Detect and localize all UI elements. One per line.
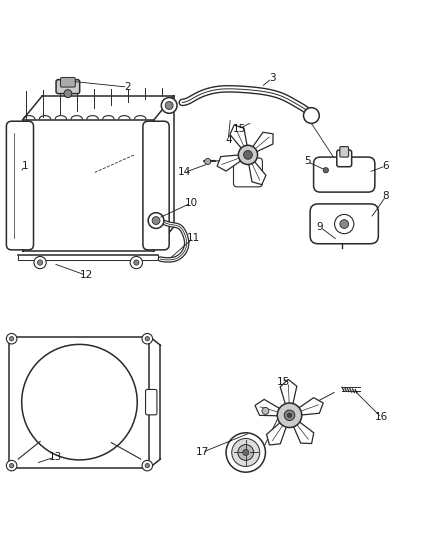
- Circle shape: [64, 90, 72, 98]
- Circle shape: [287, 413, 291, 417]
- Polygon shape: [217, 155, 245, 171]
- Text: 15: 15: [276, 377, 289, 387]
- Circle shape: [243, 150, 252, 159]
- Circle shape: [161, 98, 177, 114]
- FancyBboxPatch shape: [336, 150, 351, 167]
- FancyBboxPatch shape: [60, 77, 75, 87]
- Circle shape: [237, 445, 253, 461]
- Text: 9: 9: [316, 222, 323, 232]
- Circle shape: [261, 407, 268, 415]
- Circle shape: [152, 216, 159, 224]
- FancyBboxPatch shape: [309, 204, 378, 244]
- Circle shape: [242, 449, 248, 456]
- Circle shape: [142, 334, 152, 344]
- Polygon shape: [247, 157, 265, 184]
- FancyBboxPatch shape: [7, 121, 33, 250]
- Polygon shape: [290, 417, 313, 443]
- Circle shape: [134, 260, 139, 265]
- Text: 4: 4: [224, 135, 231, 144]
- Circle shape: [277, 403, 301, 427]
- Text: 12: 12: [79, 270, 92, 280]
- Circle shape: [145, 336, 149, 341]
- Text: 2: 2: [124, 82, 131, 92]
- Text: 8: 8: [381, 191, 388, 201]
- Text: 15: 15: [232, 124, 245, 134]
- Text: 16: 16: [374, 413, 387, 423]
- FancyBboxPatch shape: [233, 158, 262, 187]
- Circle shape: [231, 439, 259, 466]
- Circle shape: [130, 256, 142, 269]
- Text: 3: 3: [268, 74, 275, 83]
- Polygon shape: [279, 379, 296, 412]
- Circle shape: [303, 108, 318, 124]
- Text: 5: 5: [303, 157, 310, 166]
- Polygon shape: [249, 132, 272, 154]
- Circle shape: [145, 463, 149, 468]
- Text: 14: 14: [177, 167, 191, 177]
- Circle shape: [165, 101, 173, 109]
- Circle shape: [148, 213, 163, 229]
- Circle shape: [34, 256, 46, 269]
- Circle shape: [7, 334, 17, 344]
- Polygon shape: [230, 125, 247, 153]
- Circle shape: [284, 410, 294, 421]
- Text: 10: 10: [184, 198, 197, 208]
- FancyBboxPatch shape: [313, 157, 374, 192]
- FancyBboxPatch shape: [56, 79, 80, 94]
- Circle shape: [37, 260, 42, 265]
- Circle shape: [339, 220, 348, 229]
- Circle shape: [10, 336, 14, 341]
- Circle shape: [238, 146, 257, 165]
- Polygon shape: [266, 417, 289, 445]
- Circle shape: [226, 433, 265, 472]
- Polygon shape: [254, 399, 286, 416]
- FancyBboxPatch shape: [145, 390, 156, 415]
- Text: 17: 17: [195, 448, 208, 457]
- Polygon shape: [291, 398, 322, 416]
- Circle shape: [204, 158, 210, 165]
- Text: 6: 6: [381, 161, 388, 171]
- Text: 13: 13: [49, 452, 62, 462]
- FancyBboxPatch shape: [339, 147, 348, 157]
- Text: 1: 1: [21, 161, 28, 171]
- Text: 11: 11: [186, 233, 199, 243]
- Circle shape: [322, 167, 328, 173]
- FancyBboxPatch shape: [143, 121, 169, 250]
- Circle shape: [10, 463, 14, 468]
- Circle shape: [142, 461, 152, 471]
- Circle shape: [7, 461, 17, 471]
